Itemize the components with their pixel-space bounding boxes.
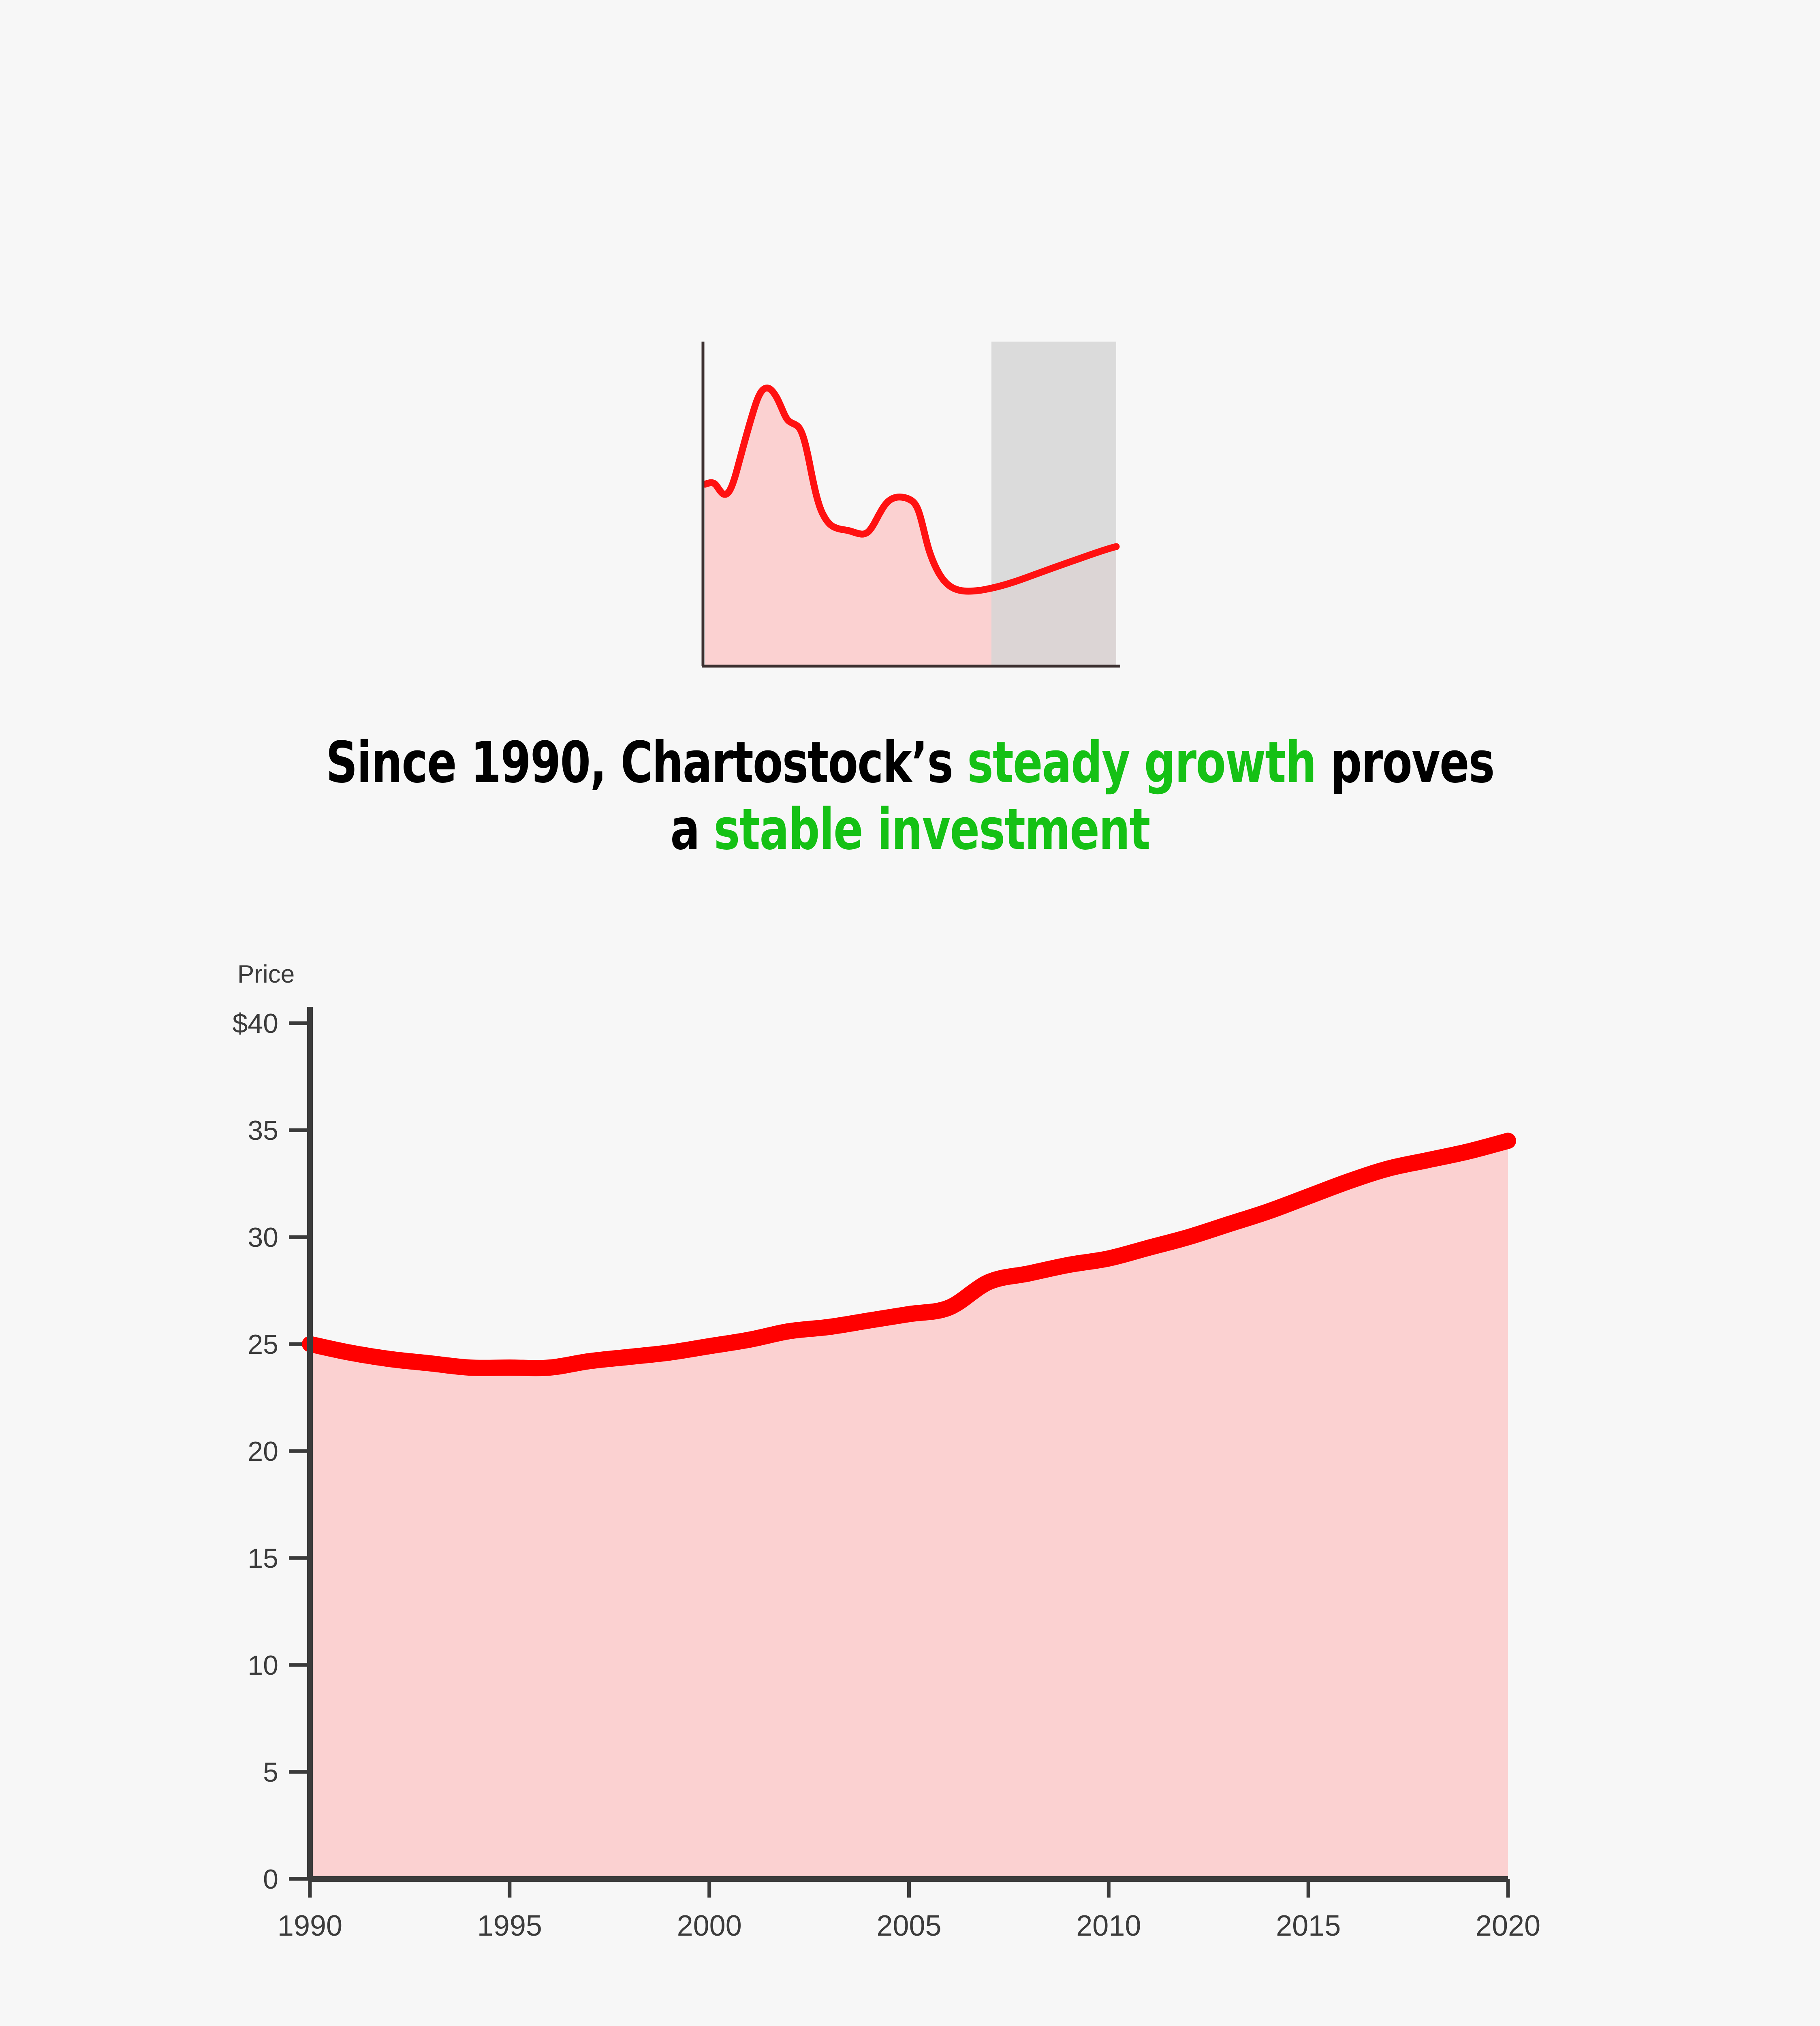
title-line-2-pre: a	[670, 797, 714, 863]
y-tick-label: $40	[233, 1008, 278, 1039]
main-area-chart[interactable]: Price $40 35 30 25 20 15 10 5 0 1990 1995 2000 2005…	[0, 904, 1820, 1973]
y-axis-label: Price	[237, 960, 295, 988]
y-tick-label: 15	[248, 1543, 278, 1574]
overview-thumbnail-chart[interactable]	[701, 342, 1120, 670]
title-line-1-pre: Since 1990, Chartostock’s	[326, 730, 968, 796]
x-tick-label: 2015	[1276, 1910, 1341, 1942]
y-axis-ticks: $40 35 30 25 20 15 10 5 0	[233, 1008, 310, 1895]
page-title: Since 1990, Chartostock’s steady growth …	[127, 729, 1692, 863]
title-line-1-highlight: steady growth	[967, 730, 1316, 796]
title-line-2-highlight: stable investment	[713, 797, 1151, 863]
x-tick-label: 2000	[677, 1910, 742, 1942]
y-tick-label: 5	[263, 1757, 278, 1788]
x-axis-ticks: 1990 1995 2000 2005 2010 2015 2020	[278, 1879, 1540, 1942]
y-tick-label: 10	[248, 1650, 278, 1681]
overview-selection-region[interactable]	[991, 342, 1116, 666]
y-tick-label: 0	[263, 1864, 278, 1895]
series-line	[302, 1133, 1516, 1376]
y-tick-label: 25	[248, 1329, 278, 1360]
overview-line	[701, 385, 1120, 595]
y-tick-label: 35	[248, 1115, 278, 1146]
title-line-2: a stable investment	[127, 796, 1692, 863]
x-tick-label: 1995	[477, 1910, 542, 1942]
x-tick-label: 2020	[1476, 1910, 1540, 1942]
y-tick-label: 20	[248, 1436, 278, 1467]
series-area-fill	[310, 1141, 1508, 1879]
y-tick-label: 30	[248, 1222, 278, 1253]
x-tick-label: 2005	[876, 1910, 941, 1942]
title-line-1: Since 1990, Chartostock’s steady growth …	[127, 729, 1692, 796]
x-tick-label: 1990	[278, 1910, 342, 1942]
x-tick-label: 2010	[1076, 1910, 1141, 1942]
title-line-1-post: proves	[1316, 730, 1495, 796]
